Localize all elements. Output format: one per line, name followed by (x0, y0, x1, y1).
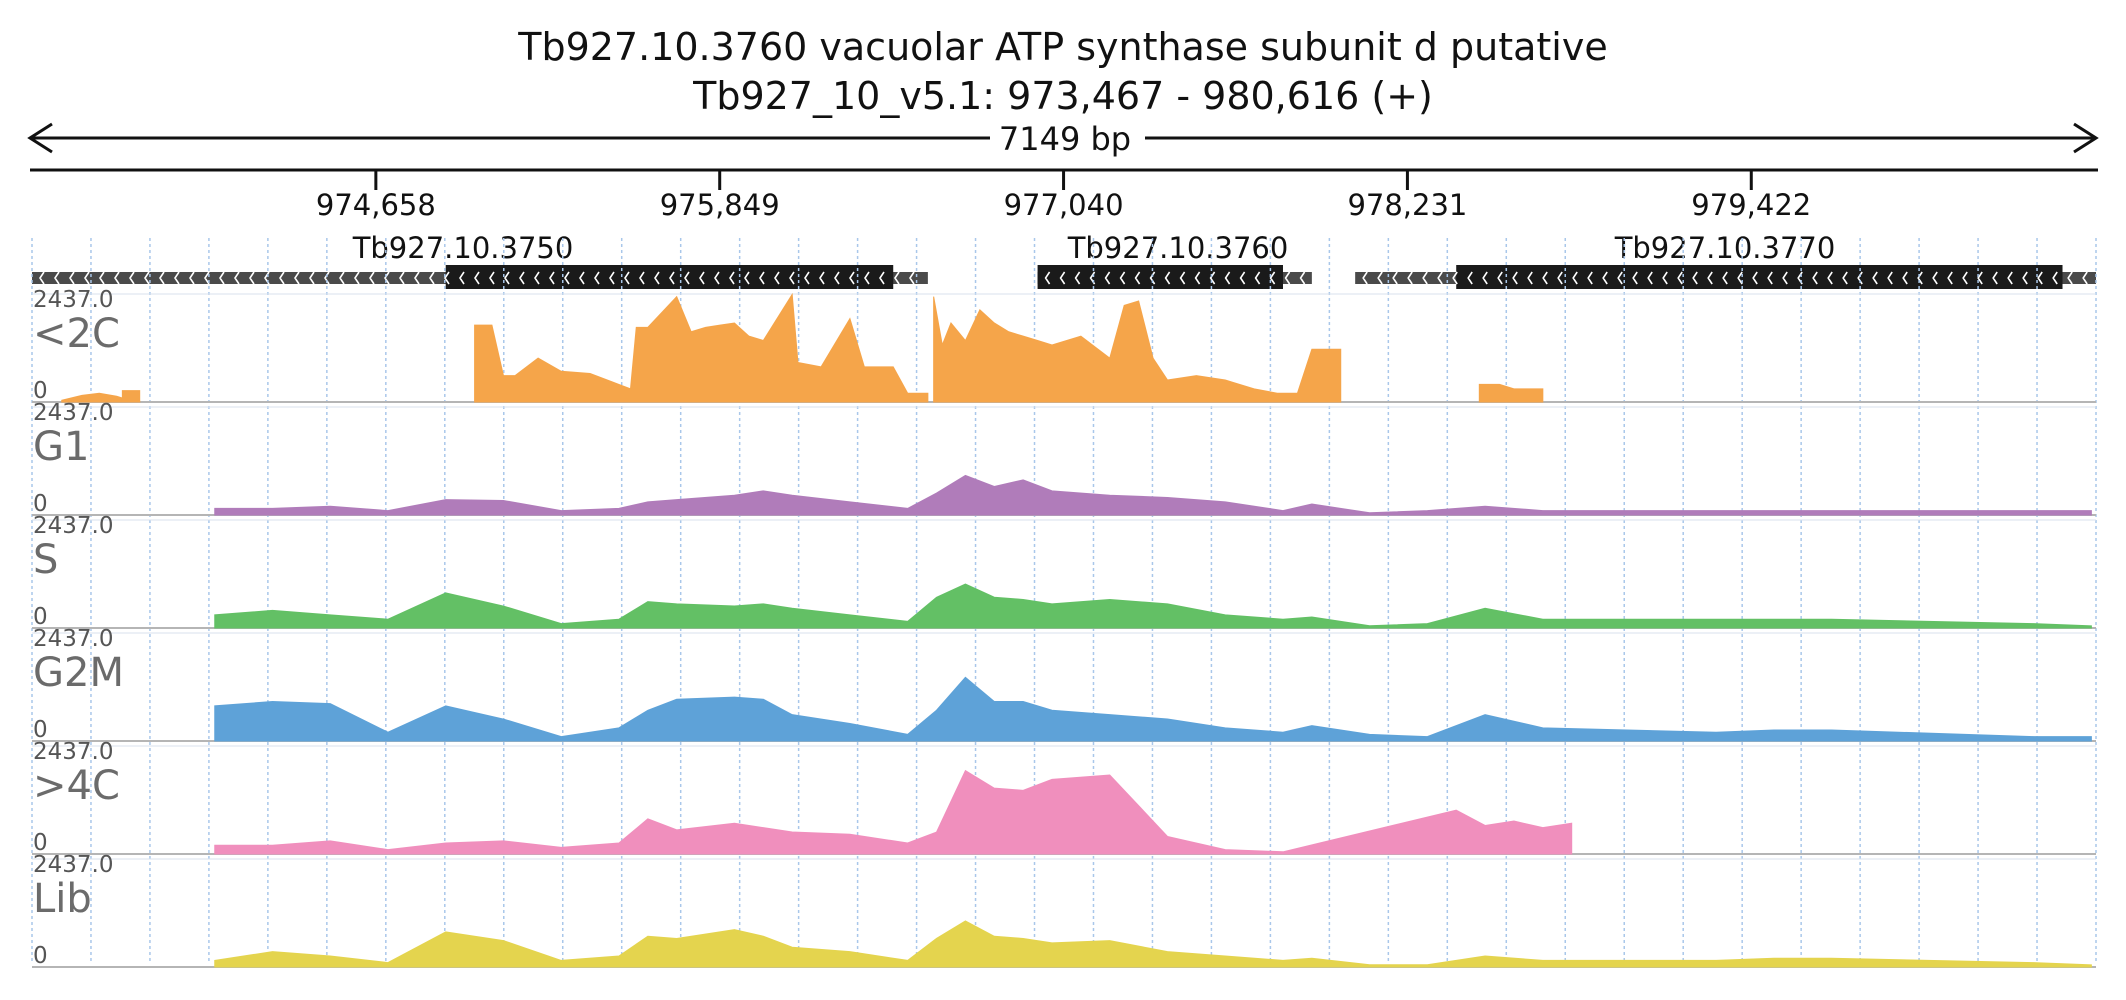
gene-cds (1456, 265, 2063, 289)
strand-arrow-icon (39, 271, 915, 285)
coverage-area (214, 920, 2092, 968)
track-max-label: 2437.0 (33, 287, 113, 313)
track-min-label: 0 (33, 943, 48, 969)
tick-label: 978,231 (1347, 188, 1467, 222)
gene-models: Tb927.10.3750 Tb927.10.3760 Tb927.10.3770 (32, 231, 2096, 289)
coverage-area (214, 583, 2092, 629)
coverage-area (121, 390, 141, 403)
track-min-label: 0 (33, 604, 48, 630)
tick-label: 979,422 (1691, 188, 1811, 222)
track-min-label: 0 (33, 491, 48, 517)
track-name: G2M (33, 650, 124, 696)
track-name: <2C (33, 311, 120, 357)
track-min-label: 0 (33, 717, 48, 743)
coverage-area (933, 296, 1342, 403)
coverage-area (214, 769, 1573, 855)
ruler-ticks: 974,658 975,849 977,040 978,231 979,422 (316, 170, 1811, 222)
gene-label: Tb927.10.3760 (1067, 231, 1289, 265)
track-4: 2437.0 0 >4C (32, 739, 2096, 856)
strand-arrow-icon (1362, 271, 2088, 285)
tick-label: 975,849 (660, 188, 780, 222)
track-max-label: 2437.0 (33, 739, 113, 765)
span-label: 7149 bp (999, 120, 1131, 158)
track-1: 2437.0 0 G1 (32, 400, 2096, 517)
tick-label: 974,658 (316, 188, 436, 222)
gene-cds (1037, 265, 1283, 289)
gene-label: Tb927.10.3750 (352, 231, 574, 265)
track-name: >4C (33, 763, 120, 809)
track-max-label: 2437.0 (33, 626, 113, 652)
chart-title: Tb927.10.3760 vacuolar ATP synthase subu… (518, 25, 1608, 69)
track-min-label: 0 (33, 378, 48, 404)
strand-arrow-icon (1044, 271, 1306, 285)
track-min-label: 0 (33, 830, 48, 856)
track-max-label: 2437.0 (33, 513, 113, 539)
coverage-area (214, 676, 2092, 742)
span-indicator: 7149 bp (27, 120, 2099, 158)
track-max-label: 2437.0 (33, 852, 113, 878)
arrow-left-icon (27, 122, 53, 154)
track-0: 2437.0 0 <2C (32, 287, 2096, 404)
coverage-area (474, 292, 929, 403)
coverage-area (1478, 383, 1544, 403)
track-max-label: 2437.0 (33, 400, 113, 426)
track-5: 2437.0 0 Lib (32, 852, 2096, 969)
track-3: 2437.0 0 G2M (32, 626, 2096, 743)
track-2: 2437.0 0 S (32, 513, 2096, 630)
gene-label: Tb927.10.3770 (1614, 231, 1836, 265)
gene-cds (445, 265, 894, 289)
tick-label: 977,040 (1004, 188, 1124, 222)
chart-subtitle: Tb927_10_v5.1: 973,467 - 980,616 (+) (693, 74, 1433, 118)
arrow-right-icon (2073, 122, 2099, 154)
coverage-tracks: 2437.00<2C2437.00G12437.00S2437.00G2M243… (32, 287, 2096, 969)
track-name: S (33, 537, 58, 583)
track-name: G1 (33, 424, 89, 470)
track-name: Lib (33, 876, 92, 922)
coverage-area (214, 474, 2092, 516)
